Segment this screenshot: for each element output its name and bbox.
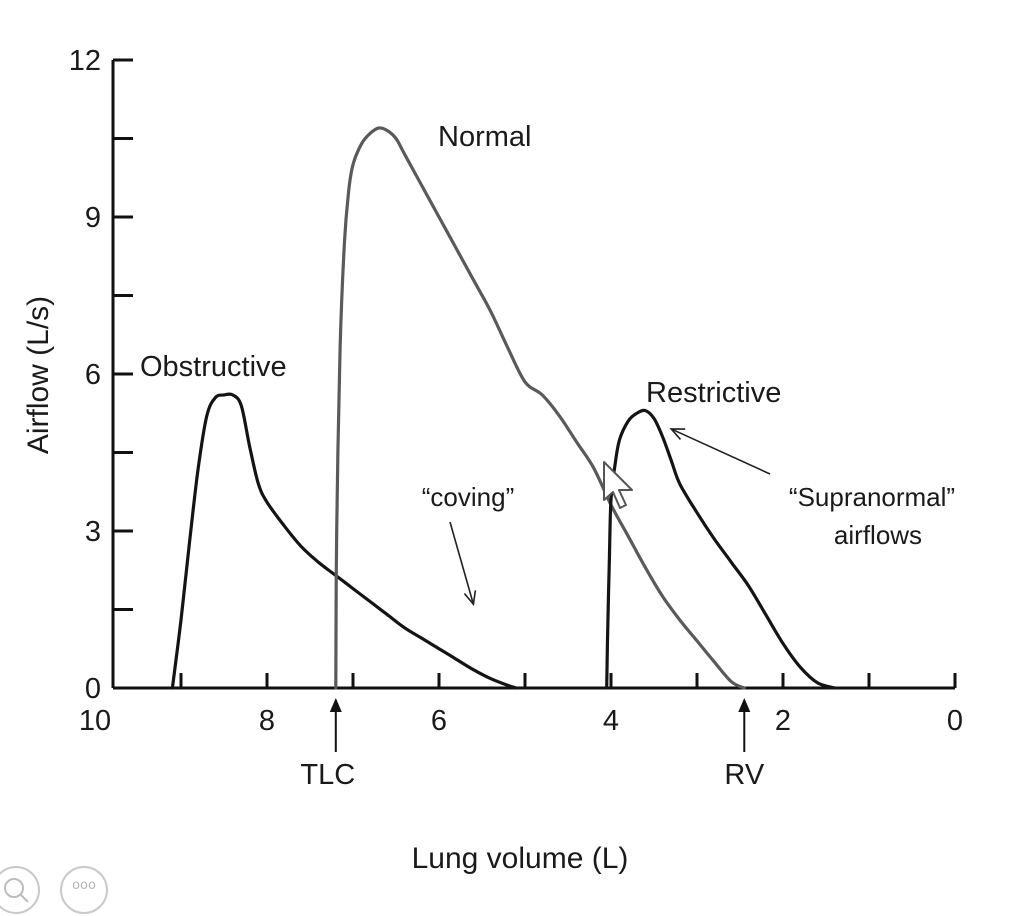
annotation-coving: “coving” bbox=[422, 482, 514, 512]
y-tick-label: 0 bbox=[85, 673, 101, 705]
magnifier-icon[interactable] bbox=[0, 866, 40, 914]
y-tick-label: 3 bbox=[85, 516, 101, 548]
y-axis-label: Airflow (L/s) bbox=[22, 296, 55, 454]
marker-label-rv: RV bbox=[724, 759, 764, 791]
y-tick-label: 12 bbox=[69, 45, 101, 77]
series-label-normal: Normal bbox=[438, 121, 531, 153]
axis-ticks bbox=[113, 58, 957, 690]
marker-label-tlc: TLC bbox=[300, 759, 355, 791]
series-line-normal bbox=[334, 126, 746, 690]
series-line-obstructive bbox=[170, 392, 518, 690]
coving-arrow bbox=[449, 521, 477, 607]
supranormal-arrow bbox=[669, 428, 771, 475]
x-tick-label: 10 bbox=[79, 705, 111, 737]
marker-arrow-tlc bbox=[329, 698, 342, 752]
marker-arrow-rv bbox=[738, 698, 751, 752]
axis-tick-labels: 0 3 6 9 12 10 8 6 4 2 0 bbox=[69, 45, 963, 737]
x-axis-label: Lung volume (L) bbox=[412, 842, 629, 875]
y-tick-label: 9 bbox=[85, 202, 101, 234]
x-tick-label: 8 bbox=[259, 705, 275, 737]
x-tick-label: 6 bbox=[431, 705, 447, 737]
annotation-supranormal: “Supranormal” bbox=[789, 482, 955, 512]
series-label-restrictive: Restrictive bbox=[646, 377, 781, 409]
annotation-arrows bbox=[449, 428, 771, 607]
magnifier-glyph bbox=[4, 878, 29, 903]
x-tick-label: 2 bbox=[775, 705, 791, 737]
annotation-supranormal-airflows: airflows bbox=[834, 520, 922, 550]
more-options-icon[interactable]: ooo bbox=[60, 866, 108, 914]
x-tick-label: 0 bbox=[947, 705, 963, 737]
y-tick-label: 6 bbox=[85, 359, 101, 391]
x-tick-label: 4 bbox=[603, 705, 619, 737]
series-label-obstructive: Obstructive bbox=[140, 351, 287, 383]
mouse-cursor-icon bbox=[603, 461, 633, 509]
more-options-text: ooo bbox=[72, 878, 96, 893]
marker-arrows bbox=[329, 698, 751, 752]
